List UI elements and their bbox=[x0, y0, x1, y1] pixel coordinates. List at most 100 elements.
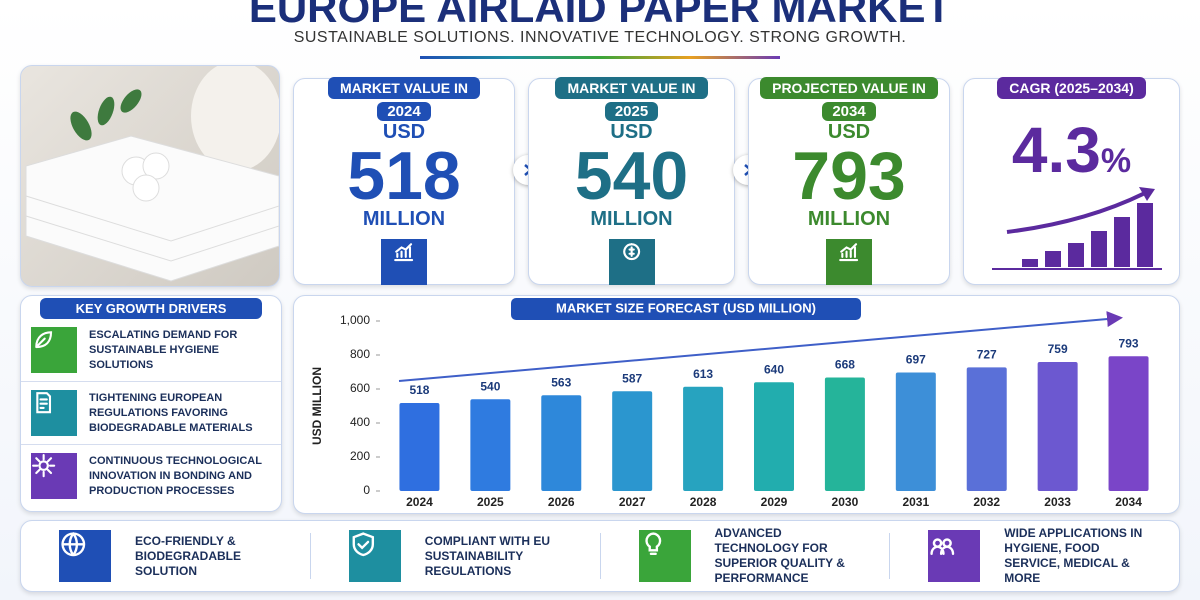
card-unit: MILLION bbox=[362, 208, 446, 230]
icon bbox=[31, 453, 77, 499]
x-tick-label: 2028 bbox=[690, 495, 717, 509]
icon-glyph bbox=[61, 532, 86, 557]
card-value: 793 bbox=[792, 138, 906, 214]
icon bbox=[348, 530, 401, 582]
driver-item: CONTINUOUS TECHNOLOGICAL INNOVATION IN B… bbox=[21, 445, 281, 507]
icon-glyph bbox=[36, 392, 52, 414]
driver-item: ESCALATING DEMAND FOR SUSTAINABLE HYGIEN… bbox=[21, 319, 281, 382]
bar bbox=[754, 382, 794, 491]
bar bbox=[683, 386, 724, 491]
page-title: EUROPE AIRLAID PAPER MARKET bbox=[248, 0, 952, 31]
bar bbox=[1037, 361, 1078, 491]
value-label: 587 bbox=[622, 371, 642, 385]
driver-text: CONTINUOUS TECHNOLOGICAL INNOVATION IN B… bbox=[89, 454, 262, 497]
icon bbox=[928, 530, 981, 582]
value-label: 727 bbox=[977, 348, 997, 362]
icon bbox=[826, 239, 872, 285]
trend-arrow bbox=[398, 311, 1123, 382]
x-tick-label: 2032 bbox=[973, 495, 1000, 509]
icon-shape bbox=[61, 532, 86, 557]
card-year: 2025 bbox=[604, 102, 659, 121]
x-tick-label: 2033 bbox=[1044, 495, 1071, 509]
card-year-row: 2034 bbox=[749, 102, 949, 121]
y-tick-label: 0 bbox=[363, 483, 370, 497]
icon-glyph bbox=[352, 532, 374, 557]
icon-shape bbox=[839, 243, 859, 262]
y-tick-label: 1,000 bbox=[340, 313, 370, 327]
roll bbox=[191, 66, 279, 171]
driver-item: TIGHTENING EUROPEAN REGULATIONS FAVORING… bbox=[21, 382, 281, 445]
icon bbox=[59, 530, 111, 582]
value-label: 563 bbox=[551, 375, 571, 389]
features-bar: ECO-FRIENDLY & BIODEGRADABLE SOLUTION COM… bbox=[20, 520, 1180, 592]
cagr-value: 4.3 bbox=[1011, 114, 1101, 186]
features-list: ECO-FRIENDLY & BIODEGRADABLE SOLUTION COM… bbox=[21, 521, 1179, 591]
y-axis-label: USD MILLION bbox=[310, 367, 324, 445]
x-tick-label: 2027 bbox=[619, 495, 646, 509]
card-currency: USD bbox=[610, 121, 653, 143]
feature-item: COMPLIANT WITH EU SUSTAINABILITY REGULAT… bbox=[311, 530, 601, 582]
value-label: 540 bbox=[480, 379, 500, 393]
bar bbox=[824, 377, 865, 491]
card-label-row: PROJECTED VALUE IN bbox=[749, 77, 949, 99]
cagr-card: CAGR (2025–2034) 4.3% bbox=[963, 77, 1180, 285]
card-label-row: MARKET VALUE IN bbox=[529, 77, 734, 99]
icon-shape bbox=[644, 532, 661, 556]
driver-text: TIGHTENING EUROPEAN REGULATIONS FAVORING… bbox=[89, 391, 253, 434]
card-year-row: 2024 bbox=[294, 102, 514, 121]
bar bbox=[541, 395, 582, 491]
icon bbox=[608, 239, 655, 285]
chart: MARKET SIZE FORECAST (USD MILLION) USD M… bbox=[310, 298, 1149, 509]
product-photo bbox=[20, 65, 280, 287]
chart-title-bg bbox=[511, 298, 861, 320]
icon-shape bbox=[623, 243, 640, 260]
feature-item: WIDE APPLICATIONS IN HYGIENE, FOOD SERVI… bbox=[890, 526, 1179, 585]
icon bbox=[381, 239, 427, 285]
value-label: 697 bbox=[906, 353, 926, 367]
cotton bbox=[121, 152, 170, 202]
icon-shape bbox=[394, 243, 414, 262]
icon-glyph bbox=[35, 331, 53, 349]
chart-panel: MARKET SIZE FORECAST (USD MILLION) USD M… bbox=[293, 295, 1180, 514]
growth-arrowhead bbox=[1138, 187, 1155, 201]
icon bbox=[31, 327, 77, 373]
photo-art bbox=[25, 66, 279, 282]
bar bbox=[966, 367, 1007, 491]
x-tick-label: 2025 bbox=[477, 495, 504, 509]
card-icon-row bbox=[294, 239, 514, 285]
cagr-label-row: CAGR (2025–2034) bbox=[964, 77, 1179, 99]
value-label: 793 bbox=[1119, 336, 1139, 350]
icon bbox=[31, 390, 77, 436]
drivers-title: KEY GROWTH DRIVERS bbox=[39, 298, 263, 319]
card-label: MARKET VALUE IN bbox=[327, 77, 481, 99]
feature-text: ECO-FRIENDLY & BIODEGRADABLE SOLUTION bbox=[135, 533, 242, 578]
card-year: 2024 bbox=[377, 102, 431, 121]
icon-shape bbox=[32, 454, 56, 478]
x-tick-label: 2024 bbox=[406, 495, 433, 509]
bar bbox=[1108, 356, 1149, 491]
growth-bar bbox=[1113, 217, 1130, 267]
growth-art bbox=[991, 187, 1162, 270]
icon-shape bbox=[35, 331, 53, 349]
x-tick-label: 2029 bbox=[761, 495, 788, 509]
driver-text: ESCALATING DEMAND FOR SUSTAINABLE HYGIEN… bbox=[89, 328, 238, 371]
x-tick-label: 2031 bbox=[902, 495, 929, 509]
icon-glyph bbox=[839, 243, 859, 262]
value-card: PROJECTED VALUE IN 2034 USD 793 MILLION bbox=[748, 77, 950, 285]
value-label: 668 bbox=[835, 358, 855, 372]
icon-shape bbox=[36, 392, 52, 414]
icon-glyph bbox=[644, 532, 661, 556]
card-unit: MILLION bbox=[590, 208, 673, 230]
drivers-panel: KEY GROWTH DRIVERS ESCALATING DEMAND FOR… bbox=[20, 295, 282, 512]
x-tick-label: 2034 bbox=[1115, 495, 1142, 509]
y-tick-label: 200 bbox=[350, 449, 370, 463]
chart-title: MARKET SIZE FORECAST (USD MILLION) bbox=[556, 300, 816, 315]
card-unit: MILLION bbox=[807, 208, 891, 230]
feature-item: ADVANCED TECHNOLOGY FOR SUPERIOR QUALITY… bbox=[601, 526, 891, 585]
value-card: MARKET VALUE IN 2025 USD 540 MILLION bbox=[528, 77, 735, 285]
value-label: 518 bbox=[409, 383, 429, 397]
feature-text: ADVANCED TECHNOLOGY FOR SUPERIOR QUALITY… bbox=[714, 526, 845, 585]
growth-bar bbox=[1067, 243, 1084, 267]
divider bbox=[420, 56, 780, 59]
